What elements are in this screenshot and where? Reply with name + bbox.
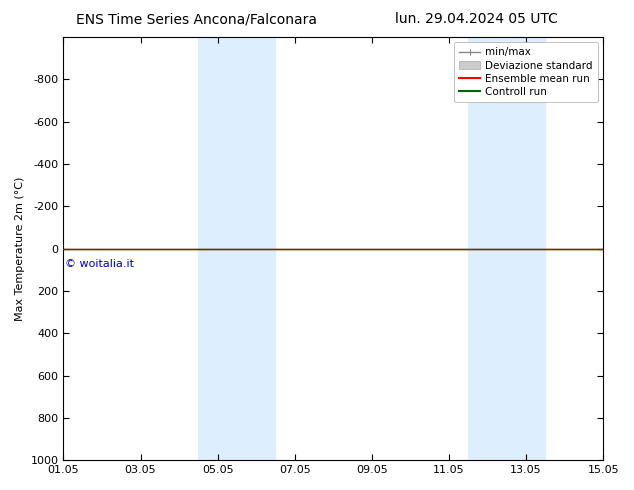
Text: lun. 29.04.2024 05 UTC: lun. 29.04.2024 05 UTC xyxy=(395,12,558,26)
Bar xyxy=(469,37,545,460)
Y-axis label: Max Temperature 2m (°C): Max Temperature 2m (°C) xyxy=(15,176,25,321)
Text: © woitalia.it: © woitalia.it xyxy=(65,259,134,269)
Legend: min/max, Deviazione standard, Ensemble mean run, Controll run: min/max, Deviazione standard, Ensemble m… xyxy=(454,42,598,102)
Text: ENS Time Series Ancona/Falconara: ENS Time Series Ancona/Falconara xyxy=(76,12,317,26)
Bar xyxy=(198,37,275,460)
